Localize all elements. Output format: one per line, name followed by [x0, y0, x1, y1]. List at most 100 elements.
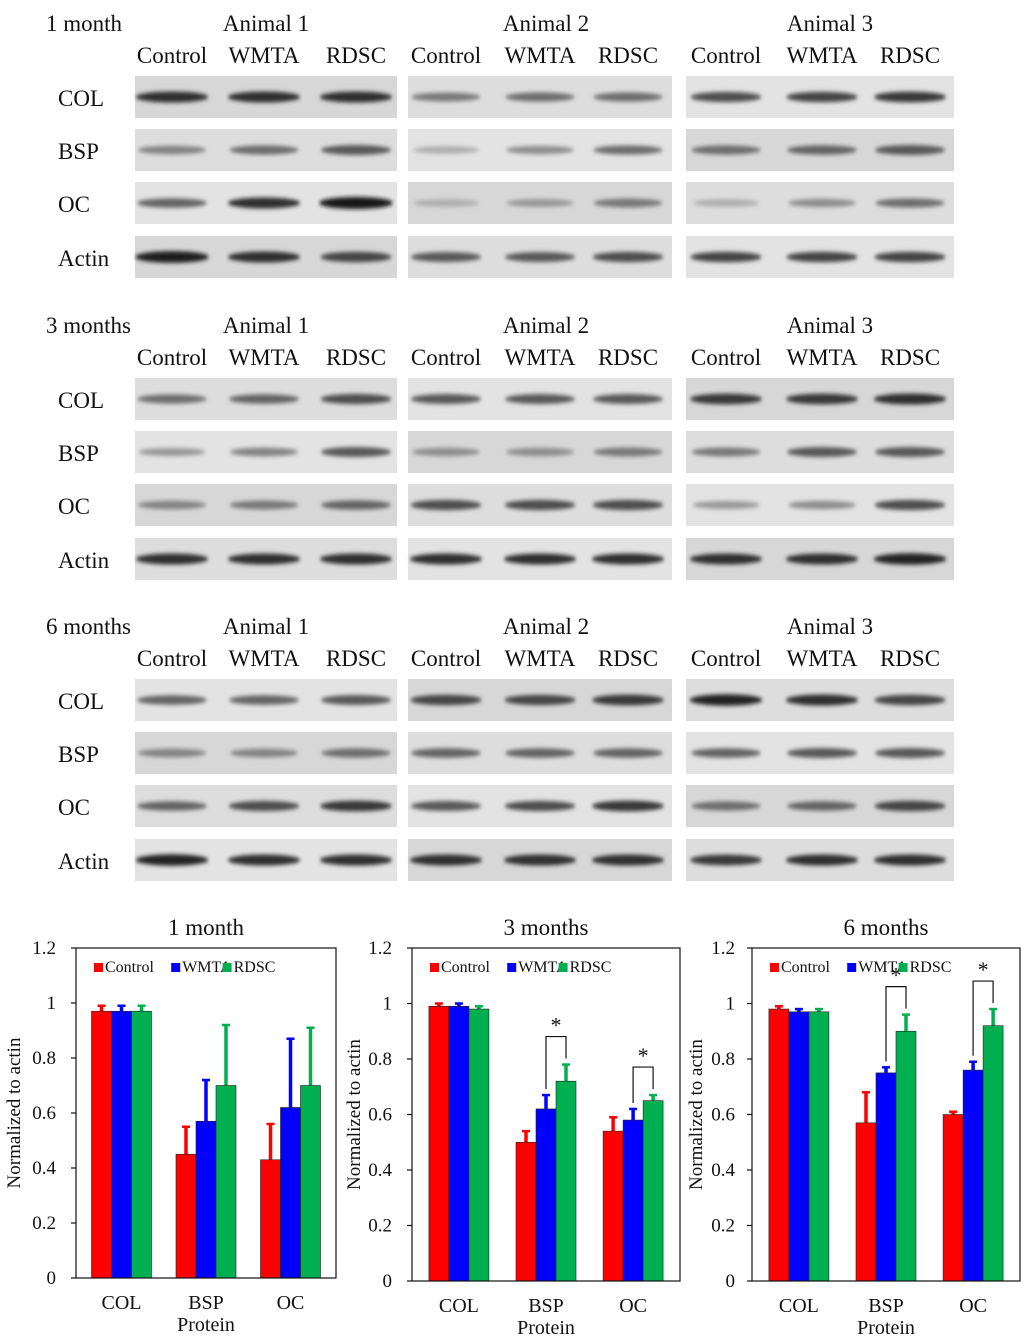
animal-label: Animal 1: [223, 313, 309, 338]
animal-label: Animal 2: [503, 313, 589, 338]
blot-band: [786, 251, 858, 263]
x-tick-label: COL: [102, 1292, 142, 1314]
blot-band: [592, 800, 664, 812]
blot-band: [592, 394, 664, 404]
blot-band: [137, 500, 207, 510]
blot-band: [229, 748, 299, 758]
bar: [175, 1153, 197, 1279]
blot-band: [591, 854, 665, 866]
blot-band: [505, 92, 575, 102]
y-tick-label: 1: [383, 994, 393, 1015]
legend-label: WMTA: [182, 959, 232, 976]
lane-label: RDSC: [880, 345, 940, 370]
bar-charts: 1 month Normalized to actin 0 0.2 0.4 0.6 0.8 1…: [4, 915, 1021, 1339]
blot-band: [320, 251, 392, 263]
blot-band: [786, 393, 858, 405]
legend: Control WMTA RDSC: [94, 959, 275, 976]
bar: [91, 1010, 112, 1279]
lane-label: Control: [691, 43, 761, 68]
y-tick-label: 0.4: [368, 1160, 392, 1181]
blot-band: [874, 748, 946, 758]
significance-marker: *: [551, 1013, 562, 1038]
bar: [962, 1069, 984, 1282]
blot-band: [591, 553, 665, 565]
plot-frame: [75, 947, 337, 1279]
blot-band: [321, 748, 391, 758]
y-tick-label: 1: [47, 993, 57, 1014]
blot-band: [411, 92, 481, 102]
lane-label: Control: [411, 345, 481, 370]
protein-row-label: Actin: [58, 246, 110, 271]
legend-label: WMTA: [518, 959, 568, 976]
lane-label: Control: [137, 43, 207, 68]
blot-band: [137, 695, 207, 705]
legend-swatch: [430, 963, 439, 972]
y-tick-label: 0.8: [32, 1048, 56, 1069]
chart-2: 3 months Normalized to actin 0 0.2 0.4 0.6 0.8…: [344, 915, 681, 1339]
y-tick-label: 0.4: [711, 1160, 735, 1181]
blot-band: [319, 854, 393, 866]
blot-band: [506, 447, 574, 457]
bar: [515, 1141, 537, 1282]
blot-band: [690, 91, 762, 103]
x-tick-label: COL: [779, 1295, 819, 1317]
blot-band: [785, 553, 859, 565]
blot-band: [874, 694, 946, 706]
y-tick-label: 1.2: [32, 938, 56, 959]
lane-label: Control: [137, 345, 207, 370]
lane-label: Control: [411, 646, 481, 671]
protein-row-label: OC: [58, 795, 90, 820]
y-tick-label: 0.4: [32, 1158, 56, 1179]
lane-label: Control: [411, 43, 481, 68]
plot-frame: [751, 947, 1021, 1282]
blot-band: [319, 91, 393, 103]
blot-band: [412, 146, 480, 154]
blot-band: [135, 91, 209, 103]
lane-label: WMTA: [787, 345, 858, 370]
legend-label: RDSC: [234, 959, 276, 976]
blot-band: [410, 694, 482, 706]
bar: [875, 1072, 897, 1282]
bar: [535, 1108, 557, 1282]
blot-band: [320, 447, 392, 457]
protein-row-label: BSP: [58, 441, 99, 466]
legend: Control WMTA RDSC: [770, 959, 951, 976]
bar: [448, 1005, 470, 1282]
y-axis-label: Normalized to actin: [344, 1039, 365, 1190]
bar: [942, 1114, 964, 1282]
blot-band: [409, 553, 483, 565]
bar: [602, 1130, 624, 1282]
blot-band: [787, 145, 857, 155]
animal-label: Animal 2: [503, 11, 589, 36]
bar: [111, 1010, 132, 1279]
blot-band: [505, 748, 575, 758]
blot-band: [135, 251, 209, 263]
blot-band: [873, 393, 947, 405]
legend-swatch: [770, 963, 779, 972]
bar: [468, 1008, 490, 1282]
blot-band: [593, 198, 663, 208]
protein-row-label: OC: [58, 192, 90, 217]
lane-label: RDSC: [326, 345, 386, 370]
blot-band: [227, 854, 301, 866]
blot-band: [874, 145, 946, 155]
blot-band: [592, 499, 664, 511]
blot-band: [227, 197, 301, 209]
x-tick-label: BSP: [868, 1295, 904, 1317]
chart-1: 1 month Normalized to actin 0 0.2 0.4 0.6 0.8 1…: [4, 915, 337, 1336]
blot-band: [410, 252, 482, 262]
legend-label: Control: [781, 959, 830, 976]
protein-row-label: Actin: [58, 548, 110, 573]
lane-label: RDSC: [880, 646, 940, 671]
y-tick-label: 1.2: [711, 938, 735, 959]
blot-band: [320, 800, 392, 812]
y-axis-label: Normalized to actin: [4, 1037, 25, 1188]
time-label: 6 months: [46, 614, 131, 639]
blot-band: [593, 748, 663, 758]
blot-band: [593, 92, 663, 102]
plot-frame: [411, 947, 681, 1282]
x-tick-label: OC: [277, 1292, 305, 1314]
lane-label: WMTA: [787, 646, 858, 671]
blot-band: [229, 394, 299, 404]
blot-band: [229, 447, 299, 457]
